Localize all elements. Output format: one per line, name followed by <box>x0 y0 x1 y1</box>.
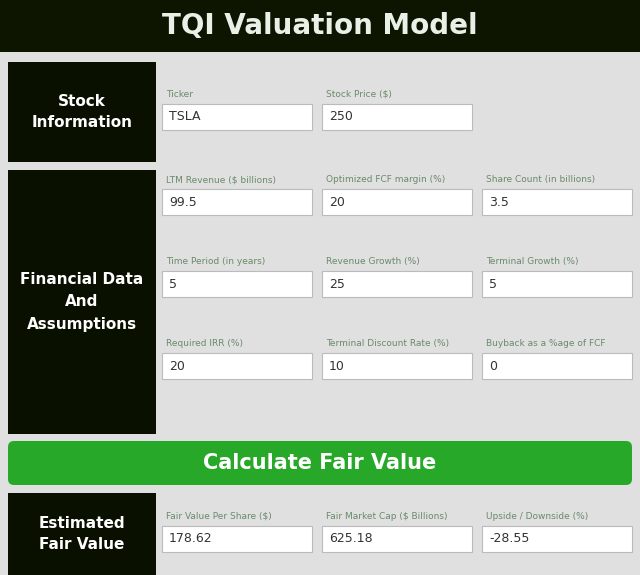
Text: Ticker: Ticker <box>166 90 193 99</box>
FancyBboxPatch shape <box>8 62 156 162</box>
Text: -28.55: -28.55 <box>489 532 529 546</box>
Text: TQI Valuation Model: TQI Valuation Model <box>162 12 478 40</box>
Text: Upside / Downside (%): Upside / Downside (%) <box>486 512 588 521</box>
Text: Calculate Fair Value: Calculate Fair Value <box>204 453 436 473</box>
Text: 20: 20 <box>329 196 345 209</box>
Text: Buyback as a %age of FCF: Buyback as a %age of FCF <box>486 339 605 348</box>
Text: TSLA: TSLA <box>169 110 200 124</box>
Text: 5: 5 <box>489 278 497 290</box>
FancyBboxPatch shape <box>8 493 156 575</box>
Text: 625.18: 625.18 <box>329 532 372 546</box>
Text: Fair Market Cap ($ Billions): Fair Market Cap ($ Billions) <box>326 512 447 521</box>
FancyBboxPatch shape <box>162 189 312 215</box>
FancyBboxPatch shape <box>8 170 156 434</box>
Text: 10: 10 <box>329 359 345 373</box>
Text: Time Period (in years): Time Period (in years) <box>166 257 265 266</box>
Text: 0: 0 <box>489 359 497 373</box>
Text: 25: 25 <box>329 278 345 290</box>
FancyBboxPatch shape <box>0 0 640 52</box>
Text: 20: 20 <box>169 359 185 373</box>
Text: 250: 250 <box>329 110 353 124</box>
FancyBboxPatch shape <box>322 353 472 379</box>
Text: Revenue Growth (%): Revenue Growth (%) <box>326 257 420 266</box>
Text: Terminal Discount Rate (%): Terminal Discount Rate (%) <box>326 339 449 348</box>
Text: 3.5: 3.5 <box>489 196 509 209</box>
FancyBboxPatch shape <box>482 353 632 379</box>
Text: Financial Data
And
Assumptions: Financial Data And Assumptions <box>20 273 143 332</box>
Text: Share Count (in billions): Share Count (in billions) <box>486 175 595 184</box>
FancyBboxPatch shape <box>482 526 632 552</box>
Text: Required IRR (%): Required IRR (%) <box>166 339 243 348</box>
Text: Stock
Information: Stock Information <box>31 94 132 130</box>
Text: 5: 5 <box>169 278 177 290</box>
Text: Stock Price ($): Stock Price ($) <box>326 90 392 99</box>
Text: Terminal Growth (%): Terminal Growth (%) <box>486 257 579 266</box>
Text: LTM Revenue ($ billions): LTM Revenue ($ billions) <box>166 175 276 184</box>
Text: 99.5: 99.5 <box>169 196 196 209</box>
FancyBboxPatch shape <box>482 271 632 297</box>
FancyBboxPatch shape <box>162 271 312 297</box>
FancyBboxPatch shape <box>162 526 312 552</box>
FancyBboxPatch shape <box>482 189 632 215</box>
FancyBboxPatch shape <box>322 271 472 297</box>
FancyBboxPatch shape <box>322 104 472 130</box>
FancyBboxPatch shape <box>162 104 312 130</box>
FancyBboxPatch shape <box>8 441 632 485</box>
Text: 178.62: 178.62 <box>169 532 212 546</box>
FancyBboxPatch shape <box>322 526 472 552</box>
Text: Estimated
Fair Value: Estimated Fair Value <box>38 516 125 552</box>
FancyBboxPatch shape <box>162 353 312 379</box>
Text: Fair Value Per Share ($): Fair Value Per Share ($) <box>166 512 272 521</box>
FancyBboxPatch shape <box>322 189 472 215</box>
Text: Optimized FCF margin (%): Optimized FCF margin (%) <box>326 175 445 184</box>
